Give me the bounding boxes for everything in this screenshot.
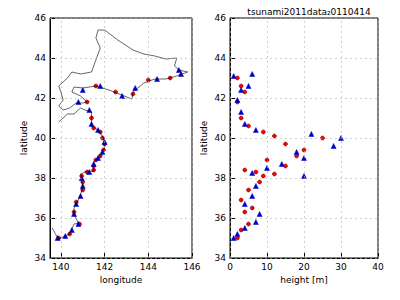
svg-text:40: 40: [35, 133, 47, 143]
svg-text:140: 140: [52, 262, 69, 272]
svg-text:longitude: longitude: [100, 275, 143, 285]
svg-text:40: 40: [215, 133, 227, 143]
svg-text:142: 142: [96, 262, 113, 272]
svg-text:40: 40: [372, 262, 384, 272]
svg-text:latitude: latitude: [199, 120, 209, 155]
svg-text:latitude: latitude: [19, 120, 29, 155]
svg-text:34: 34: [35, 253, 47, 263]
svg-text:30: 30: [335, 262, 347, 272]
svg-text:0: 0: [227, 262, 233, 272]
svg-text:34: 34: [215, 253, 227, 263]
svg-text:10: 10: [261, 262, 273, 272]
svg-text:36: 36: [35, 213, 47, 223]
svg-text:38: 38: [215, 173, 227, 183]
svg-text:38: 38: [35, 173, 47, 183]
svg-text:height [m]: height [m]: [280, 275, 327, 285]
svg-text:46: 46: [35, 13, 47, 23]
svg-text:tsunami2011data₂0110414: tsunami2011data₂0110414: [247, 7, 371, 17]
svg-text:146: 146: [183, 262, 200, 272]
svg-text:44: 44: [35, 53, 47, 63]
svg-text:46: 46: [215, 13, 227, 23]
svg-text:42: 42: [215, 93, 226, 103]
svg-text:20: 20: [298, 262, 310, 272]
svg-text:44: 44: [215, 53, 227, 63]
svg-text:36: 36: [215, 213, 227, 223]
svg-text:144: 144: [140, 262, 157, 272]
svg-text:42: 42: [35, 93, 46, 103]
